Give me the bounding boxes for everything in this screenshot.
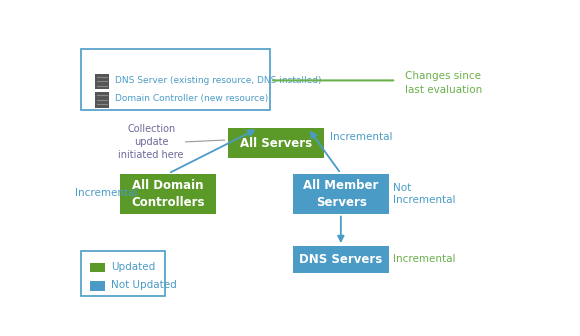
Text: Incremental: Incremental: [393, 254, 455, 264]
Bar: [119, 174, 216, 214]
Bar: [227, 128, 324, 158]
Bar: [90, 262, 106, 272]
Text: Domain Controller (new resource): Domain Controller (new resource): [115, 94, 269, 103]
Bar: [81, 49, 270, 110]
Bar: [90, 281, 106, 291]
Text: Not Updated: Not Updated: [111, 280, 176, 290]
Text: All Member
Servers: All Member Servers: [303, 179, 379, 209]
Text: Incremental: Incremental: [329, 132, 392, 141]
Text: All Domain
Controllers: All Domain Controllers: [131, 179, 205, 209]
Text: Incremental: Incremental: [75, 188, 137, 198]
Text: Collection
update
initiated here: Collection update initiated here: [118, 124, 184, 160]
Bar: [95, 74, 110, 89]
Text: All Servers: All Servers: [240, 137, 312, 150]
Bar: [95, 92, 110, 108]
Text: Not
Incremental: Not Incremental: [393, 183, 455, 205]
Bar: [293, 174, 389, 214]
Text: DNS Server (existing resource, DNS installed): DNS Server (existing resource, DNS insta…: [115, 76, 322, 85]
Text: DNS Servers: DNS Servers: [299, 253, 383, 266]
Text: Updated: Updated: [111, 262, 155, 272]
Bar: [81, 251, 165, 296]
Text: Changes since
last evaluation: Changes since last evaluation: [405, 72, 483, 95]
Bar: [293, 246, 389, 273]
